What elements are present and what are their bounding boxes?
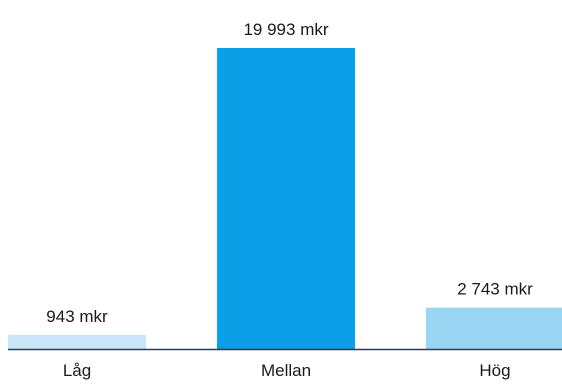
bars-group [8,48,562,349]
value-label-0: 943 mkr [46,307,108,326]
value-label-2: 2 743 mkr [457,280,533,299]
category-label-1: Mellan [261,361,311,380]
bar-0 [8,335,146,349]
bar-2 [426,308,562,349]
category-label-2: Hög [479,361,510,380]
bar-1 [217,48,355,349]
value-label-1: 19 993 mkr [243,20,328,39]
category-labels-group: Låg Mellan Hög [63,361,511,380]
category-label-0: Låg [63,361,91,380]
